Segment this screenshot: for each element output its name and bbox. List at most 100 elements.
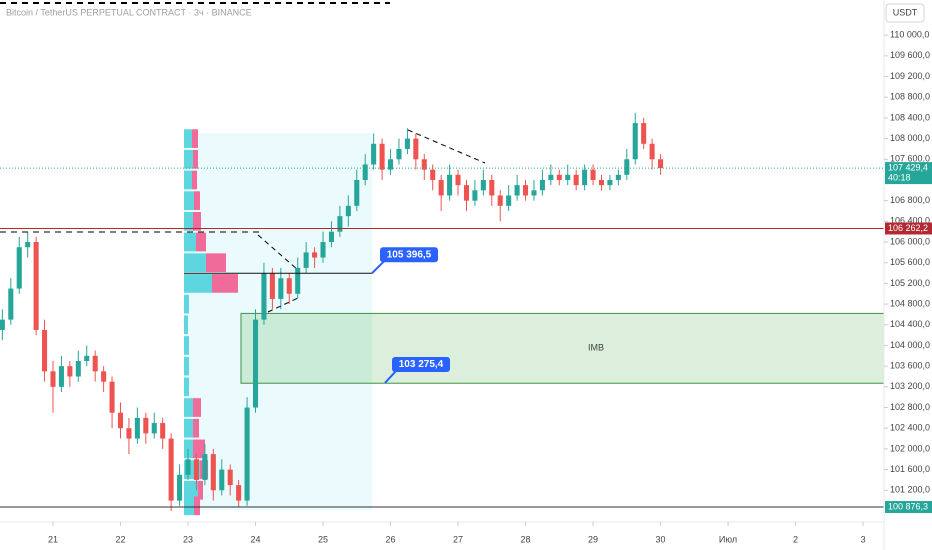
profile-down <box>212 274 238 293</box>
candle-body <box>556 174 562 180</box>
candle-body <box>598 179 605 186</box>
price-label: 106 262,2 <box>888 223 928 233</box>
candle-body <box>480 179 486 191</box>
candle-body <box>185 459 191 475</box>
y-tick-label: 108 400,0 <box>890 112 930 122</box>
candle-body <box>8 288 14 320</box>
candle-body <box>160 423 166 439</box>
candle-body <box>210 454 216 491</box>
price-label-box <box>885 222 932 235</box>
profile-down <box>196 232 206 252</box>
candle-body <box>345 205 351 217</box>
candle-body <box>489 179 495 196</box>
profile-up <box>184 129 192 148</box>
y-tick-label: 104 800,0 <box>890 298 930 308</box>
y-tick-label: 102 400,0 <box>890 423 930 433</box>
candle-body <box>75 360 81 377</box>
y-tick-label: 109 600,0 <box>890 50 930 60</box>
candle-body <box>497 195 503 206</box>
y-tick-label: 106 800,0 <box>890 195 930 205</box>
y-tick-label: 105 200,0 <box>890 278 930 288</box>
candle-body <box>590 169 596 180</box>
price-label-box <box>885 501 932 514</box>
x-tick-label: Июл <box>719 534 737 544</box>
profile-up <box>184 170 192 190</box>
x-tick-label: 21 <box>48 534 58 544</box>
candle-body <box>219 469 225 491</box>
x-tick-label: 28 <box>521 534 531 544</box>
callout-label: 103 275,4 <box>399 359 444 370</box>
candle-body <box>404 138 410 149</box>
y-tick-label: 104 000,0 <box>890 340 930 350</box>
x-tick-label: 2 <box>793 534 798 544</box>
candle-body <box>101 371 107 382</box>
candle-body <box>328 231 334 243</box>
profile-up <box>184 439 193 459</box>
candle-body <box>421 159 427 170</box>
profile-down <box>194 496 200 516</box>
profile-up <box>184 294 189 314</box>
candle-body <box>523 185 529 196</box>
candle-body <box>295 267 301 294</box>
x-tick-label: 26 <box>386 534 396 544</box>
callout-label: 105 396,5 <box>387 249 432 260</box>
candle-body <box>413 138 419 160</box>
currency-box[interactable] <box>885 3 925 23</box>
candle-body <box>506 195 512 206</box>
candle-body <box>117 412 124 429</box>
y-tick-label: 101 600,0 <box>890 464 930 474</box>
x-tick-label: 3 <box>861 534 866 544</box>
candle-body <box>143 417 149 434</box>
candle-body <box>261 273 267 320</box>
candle-body <box>42 329 48 372</box>
candle-body <box>573 174 579 186</box>
profile-down <box>206 253 226 273</box>
candle-body <box>303 252 309 268</box>
profile-down <box>193 212 201 231</box>
profile-down <box>198 480 203 500</box>
y-tick-label: 103 600,0 <box>890 361 930 371</box>
candle-body <box>312 252 318 258</box>
callout-box <box>392 356 450 372</box>
candle-body <box>607 179 613 186</box>
candle-body <box>582 169 588 186</box>
candle-body <box>67 366 73 377</box>
candle-body <box>126 428 132 439</box>
candle-body <box>278 278 284 299</box>
candle-body <box>320 242 326 258</box>
currency[interactable]: USDT <box>893 7 918 17</box>
y-tick-label: 106 000,0 <box>890 236 930 246</box>
candle-body <box>396 148 402 160</box>
callout-box <box>380 247 438 263</box>
y-tick-label: 104 400,0 <box>890 319 930 329</box>
y-tick-label: 102 000,0 <box>890 443 930 453</box>
candle-body <box>25 242 31 248</box>
candle-body <box>354 179 360 206</box>
candle-body <box>0 319 5 330</box>
candle-body <box>227 469 233 486</box>
profile-up <box>184 315 188 335</box>
profile-up <box>184 418 193 438</box>
candle-body <box>463 185 470 201</box>
candle-body <box>84 355 90 361</box>
candle-body <box>50 371 56 387</box>
x-tick-label: 25 <box>318 534 328 544</box>
y-tick-label: 108 800,0 <box>890 92 930 102</box>
price-label: 100 876,3 <box>888 501 928 511</box>
candle-body <box>539 179 545 191</box>
candle-body <box>92 355 98 372</box>
drawing-dashed <box>407 129 486 164</box>
profile-up <box>184 212 193 231</box>
profile-up <box>184 377 189 397</box>
candle-body <box>58 366 64 387</box>
candle-body <box>565 174 571 180</box>
candle-body <box>371 143 377 165</box>
candle-body <box>514 185 520 196</box>
x-tick-label: 22 <box>115 534 125 544</box>
profile-up <box>184 232 196 252</box>
profile-down <box>192 170 197 190</box>
candle-body <box>193 459 199 480</box>
candle-body <box>615 174 621 180</box>
